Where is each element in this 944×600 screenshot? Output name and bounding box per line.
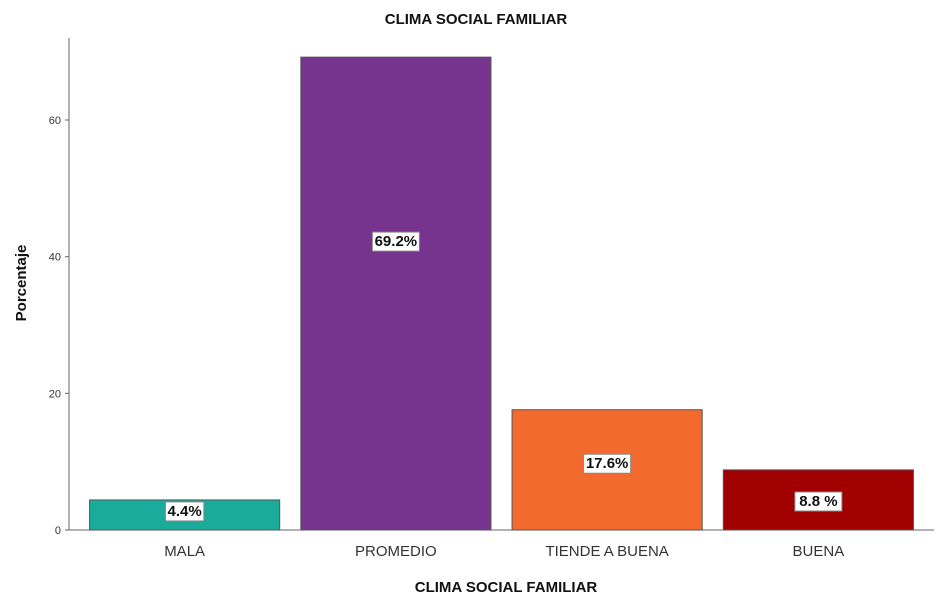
- data-label-box: [794, 491, 843, 512]
- data-label-box: [583, 453, 632, 474]
- y-tick-label: 20: [49, 388, 61, 400]
- data-label: 8.8 %: [794, 491, 843, 512]
- data-label-box: [164, 501, 205, 522]
- y-axis-label: Porcentaje: [13, 245, 30, 322]
- x-tick-label: MALA: [164, 543, 205, 560]
- x-tick-label: BUENA: [793, 543, 845, 560]
- x-tick-label: PROMEDIO: [355, 543, 437, 560]
- data-label: 69.2%: [371, 231, 420, 252]
- y-tick-label: 40: [49, 252, 61, 264]
- data-label-text: 17.6%: [586, 455, 629, 472]
- data-label: 4.4%: [164, 501, 205, 522]
- y-ticks: 0 20 40 60: [49, 115, 69, 537]
- x-ticks: MALA PROMEDIO TIENDE A BUENA BUENA: [164, 543, 844, 560]
- data-label-text: 8.8 %: [799, 493, 837, 510]
- y-tick-label: 0: [55, 525, 61, 537]
- y-tick-label: 60: [49, 115, 61, 127]
- bars: [89, 56, 914, 531]
- data-label-text: 69.2%: [375, 233, 418, 250]
- x-tick-label: TIENDE A BUENA: [545, 543, 668, 560]
- bar-promedio: [300, 56, 492, 531]
- data-label-box: [371, 231, 420, 252]
- chart-title: CLIMA SOCIAL FAMILIAR: [385, 11, 568, 28]
- data-label-text: 4.4%: [168, 503, 202, 520]
- x-axis-label: CLIMA SOCIAL FAMILIAR: [415, 579, 598, 596]
- data-labels: 4.4% 69.2% 17.6% 8.8 %: [164, 231, 843, 522]
- data-label: 17.6%: [583, 453, 632, 474]
